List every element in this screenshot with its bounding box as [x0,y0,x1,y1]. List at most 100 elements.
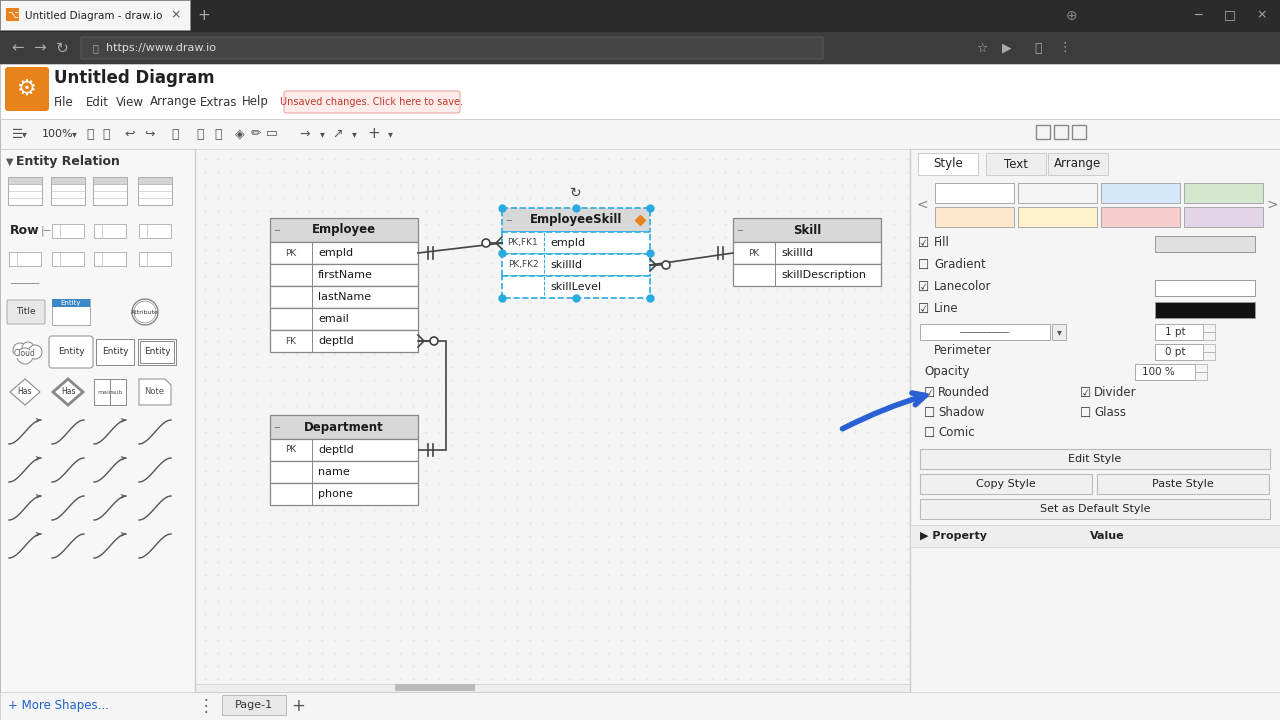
Text: Untitled Diagram: Untitled Diagram [54,69,215,87]
Bar [14,350,36,358]
Bar [93,177,127,184]
Text: Untitled Diagram - draw.io: Untitled Diagram - draw.io [26,11,163,21]
Polygon shape [52,379,83,405]
Bar [1155,324,1203,340]
Circle shape [430,337,438,345]
Text: ☑: ☑ [1080,387,1092,400]
Text: ─: ─ [274,225,279,235]
Text: Lanecolor: Lanecolor [934,281,992,294]
Bar [0,0,1280,32]
Text: PK,FK2: PK,FK2 [508,261,539,269]
Bar [1155,236,1254,252]
Text: ☐: ☐ [924,426,936,439]
Text: Extras: Extras [200,96,238,109]
Bar [0,119,1280,149]
Text: ↻: ↻ [570,186,582,200]
Text: EmployeeSkill: EmployeeSkill [530,214,622,227]
Text: Cloud: Cloud [14,348,36,358]
Bar [140,252,172,266]
Text: 🔒: 🔒 [93,43,99,53]
Text: Entity: Entity [101,348,128,356]
Text: FK: FK [285,336,297,346]
Circle shape [134,301,156,323]
Bar [920,449,1270,469]
Bar [1155,344,1203,360]
Text: ▶ Property: ▶ Property [920,531,987,541]
Text: ⧉: ⧉ [196,127,204,140]
Text: ─: ─ [274,423,279,431]
Text: Paste Style: Paste Style [1152,479,1213,489]
Circle shape [13,343,27,357]
Circle shape [483,239,490,247]
Text: Arrange: Arrange [1055,158,1102,171]
Bar [502,208,650,232]
Text: ⌥: ⌥ [6,11,18,20]
Bar [270,264,419,286]
Text: +: + [197,7,210,22]
Bar [270,308,419,330]
Bar [733,264,881,286]
Text: +: + [367,127,380,142]
Bar [270,439,419,461]
Text: empId: empId [550,238,585,248]
Text: ▾: ▾ [352,129,357,139]
Text: Divider: Divider [1094,387,1137,400]
Bar [1073,125,1085,139]
Bar [52,252,84,266]
Bar [270,415,419,439]
Text: skillId: skillId [781,248,813,258]
Bar [51,177,84,184]
FancyBboxPatch shape [49,336,93,368]
Text: Text: Text [1004,158,1028,171]
Bar [140,224,172,238]
Bar [93,379,125,405]
Circle shape [662,261,669,269]
Text: Title: Title [17,307,36,317]
Text: ⋮: ⋮ [197,697,214,715]
Text: Entity Relation: Entity Relation [15,156,120,168]
Text: ↻: ↻ [55,40,68,55]
Text: Help: Help [242,96,269,109]
Text: ─: ─ [737,225,742,235]
FancyBboxPatch shape [5,67,49,111]
Text: Employee: Employee [312,223,376,236]
Bar [96,339,134,365]
Bar [1196,364,1207,372]
Text: Row: Row [10,225,40,238]
Bar [0,149,195,720]
Bar [733,218,881,242]
Text: Department: Department [305,420,384,433]
Text: View: View [116,96,143,109]
Bar [270,242,419,264]
Text: PK: PK [749,248,759,258]
Text: ×: × [1257,9,1267,22]
Text: ──────────: ────────── [959,328,1009,336]
Text: name: name [317,467,349,477]
Bar [934,207,1014,227]
Text: deptId: deptId [317,445,353,455]
Bar [0,64,1280,119]
Text: ×: × [170,9,182,22]
Text: Entity: Entity [58,348,84,356]
Text: ☐: ☐ [918,258,929,271]
Bar [502,254,650,276]
Text: ─: ─ [1194,9,1202,22]
Text: Set as Default Style: Set as Default Style [1039,504,1151,514]
Bar [138,177,172,184]
Bar [1036,125,1050,139]
Text: 1 pt: 1 pt [1165,327,1185,337]
Text: +: + [291,697,305,715]
Text: Note: Note [143,387,164,397]
Text: Line: Line [934,302,959,315]
Bar [8,177,42,184]
Text: PK,FK1: PK,FK1 [508,238,539,248]
Text: ☑: ☑ [918,302,929,315]
Bar [52,299,90,325]
Bar [1155,302,1254,318]
Text: □: □ [1224,9,1236,22]
Text: Rounded: Rounded [938,387,989,400]
Text: Skill: Skill [792,223,822,236]
Text: ▭: ▭ [266,127,278,140]
Text: Perimeter: Perimeter [934,344,992,358]
Text: ▾: ▾ [320,129,325,139]
